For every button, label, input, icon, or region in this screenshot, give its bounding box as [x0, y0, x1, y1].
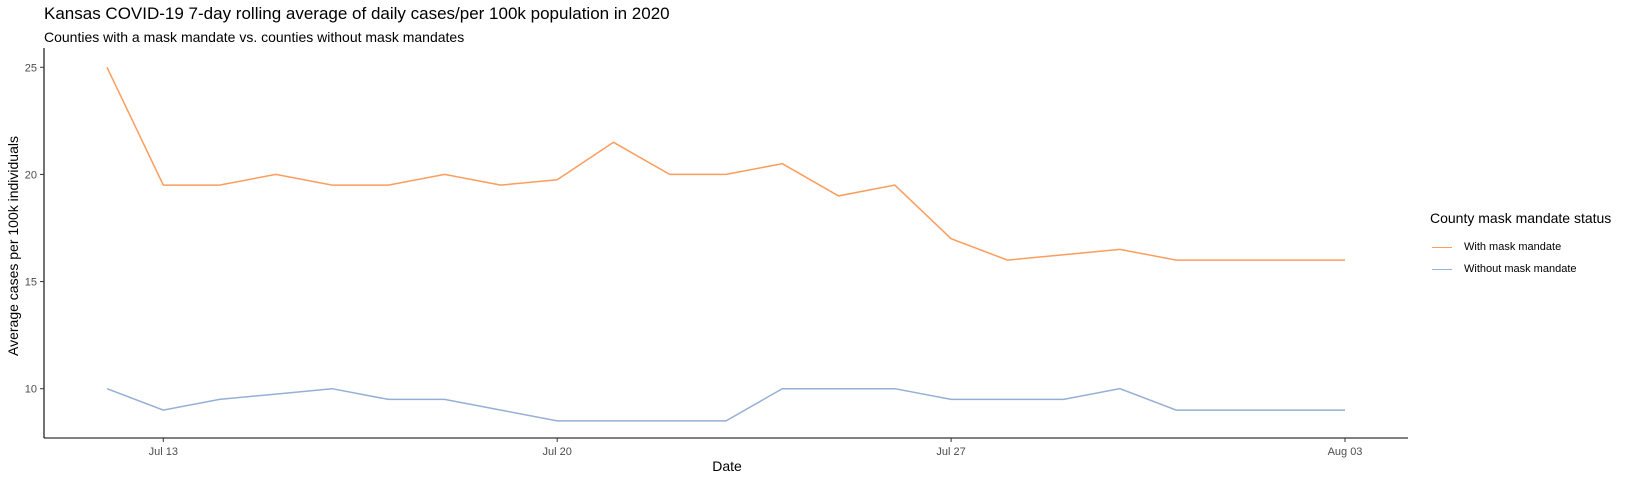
legend-key-with-mask-mandate — [1432, 246, 1452, 248]
y-ticks: 10 15 20 25 — [25, 62, 44, 396]
y-tick-label: 20 — [25, 169, 37, 181]
chart-subtitle: Counties with a mask mandate vs. countie… — [44, 29, 465, 45]
x-tick-label: Aug 03 — [1328, 446, 1363, 458]
x-tick-label: Jul 20 — [543, 446, 572, 458]
x-tick-label: Jul 27 — [936, 446, 965, 458]
y-tick-label: 15 — [25, 277, 37, 289]
legend-title: County mask mandate status — [1430, 210, 1612, 226]
plot-lines — [106, 66, 1345, 422]
y-tick-label: 25 — [25, 62, 37, 74]
legend-label-with-mask-mandate: With mask mandate — [1464, 241, 1562, 253]
y-tick-label: 10 — [25, 384, 37, 396]
series-line-without-mask-mandate — [106, 387, 1345, 422]
legend-item-with-mask-mandate: With mask mandate — [1430, 236, 1630, 258]
legend-label-without-mask-mandate: Without mask mandate — [1464, 263, 1577, 275]
legend-key-without-mask-mandate — [1432, 268, 1452, 270]
series-line-with-mask-mandate — [106, 66, 1345, 261]
legend: County mask mandate status With mask man… — [1430, 210, 1630, 280]
legend-item-without-mask-mandate: Without mask mandate — [1430, 258, 1630, 280]
x-tick-label: Jul 13 — [149, 446, 178, 458]
axes — [43, 48, 1408, 439]
chart-title: Kansas COVID-19 7-day rolling average of… — [44, 4, 670, 23]
y-axis-title: Average cases per 100k individuals — [5, 136, 21, 356]
x-ticks: Jul 13 Jul 20 Jul 27 Aug 03 — [149, 438, 1363, 458]
x-axis-title: Date — [712, 458, 742, 474]
